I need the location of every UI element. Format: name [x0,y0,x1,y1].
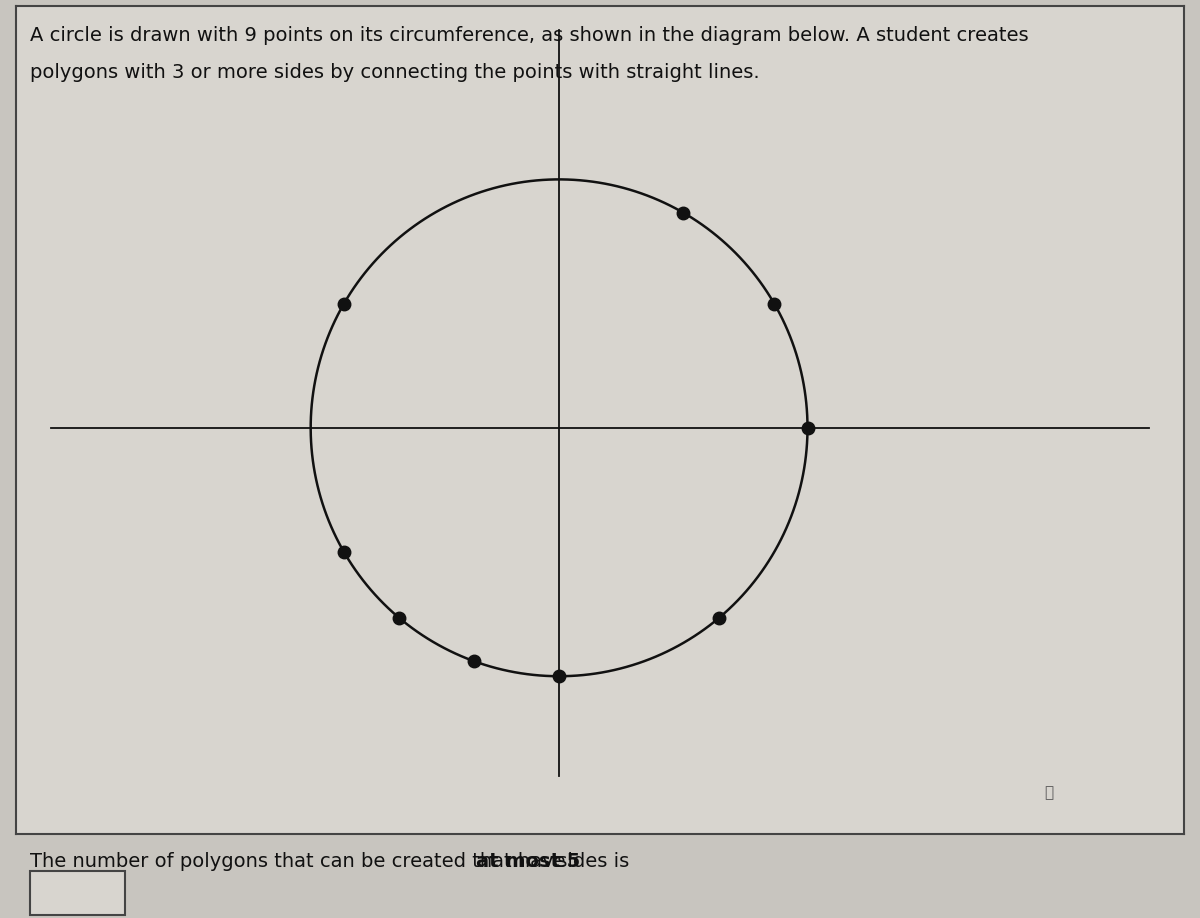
Text: at most 5: at most 5 [475,852,580,871]
Text: sides is: sides is [551,852,630,871]
Text: polygons with 3 or more sides by connecting the points with straight lines.: polygons with 3 or more sides by connect… [30,63,760,83]
Text: 🔍: 🔍 [1044,786,1054,800]
Text: A circle is drawn with 9 points on its circumference, as shown in the diagram be: A circle is drawn with 9 points on its c… [30,27,1028,45]
FancyBboxPatch shape [30,870,126,914]
Text: The number of polygons that can be created that have: The number of polygons that can be creat… [30,852,571,871]
